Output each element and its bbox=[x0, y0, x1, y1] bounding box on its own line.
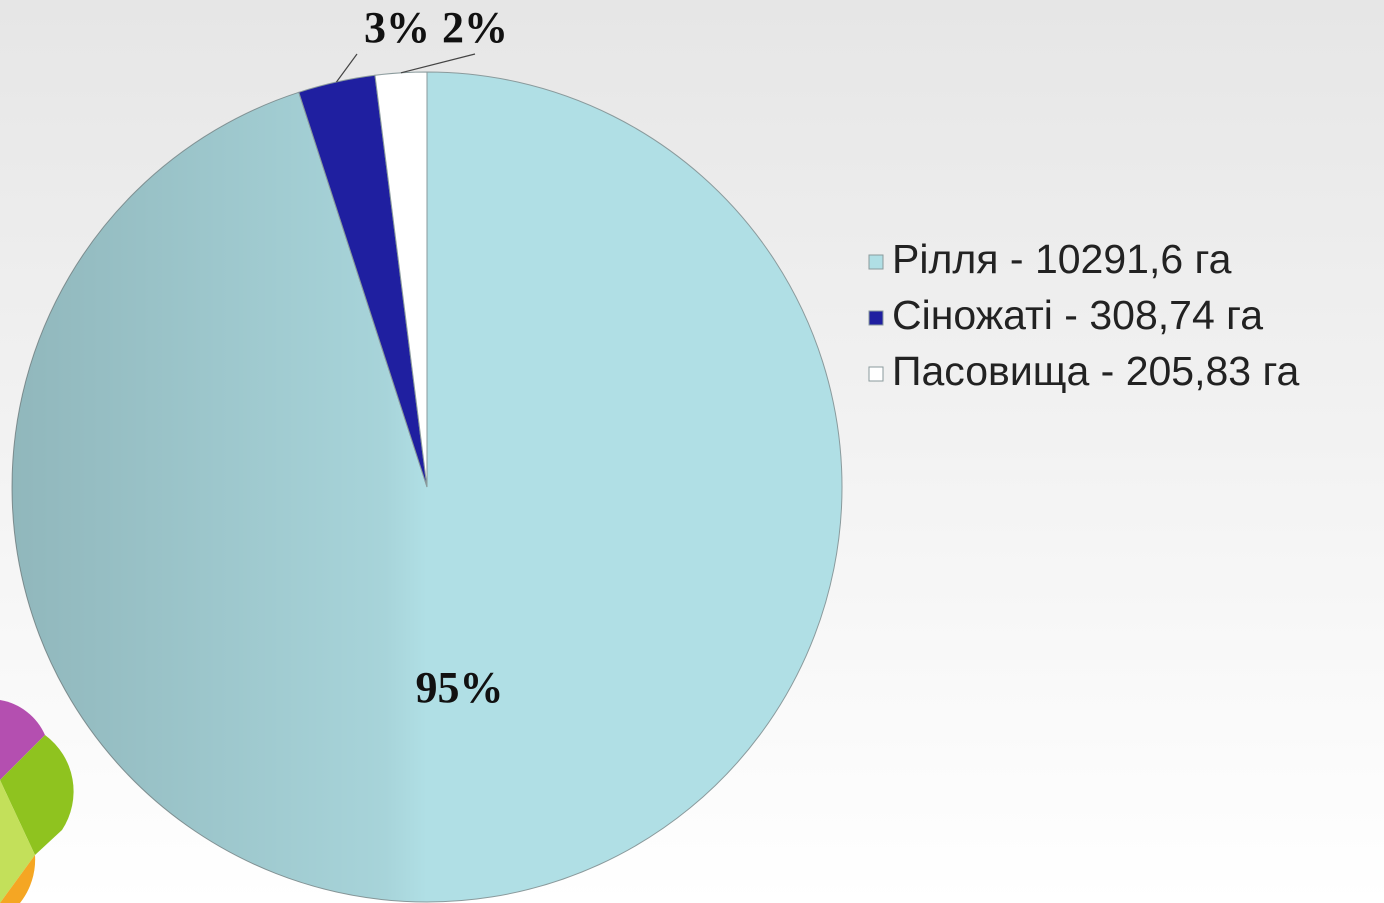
data-label: 3% bbox=[364, 3, 430, 52]
legend-marker bbox=[869, 311, 883, 325]
legend-marker bbox=[869, 255, 883, 269]
data-label: 2% bbox=[442, 3, 508, 52]
chart: 95% 3%2% Рілля - 10291,6 га Сіножаті - 308… bbox=[0, 0, 1384, 903]
legend-label: Рілля - 10291,6 га bbox=[892, 236, 1232, 282]
data-label: 95% bbox=[415, 663, 503, 712]
legend-label: Сіножаті - 308,74 га bbox=[892, 292, 1263, 338]
legend-label: Пасовища - 205,83 га bbox=[892, 348, 1300, 394]
legend-marker bbox=[869, 367, 883, 381]
